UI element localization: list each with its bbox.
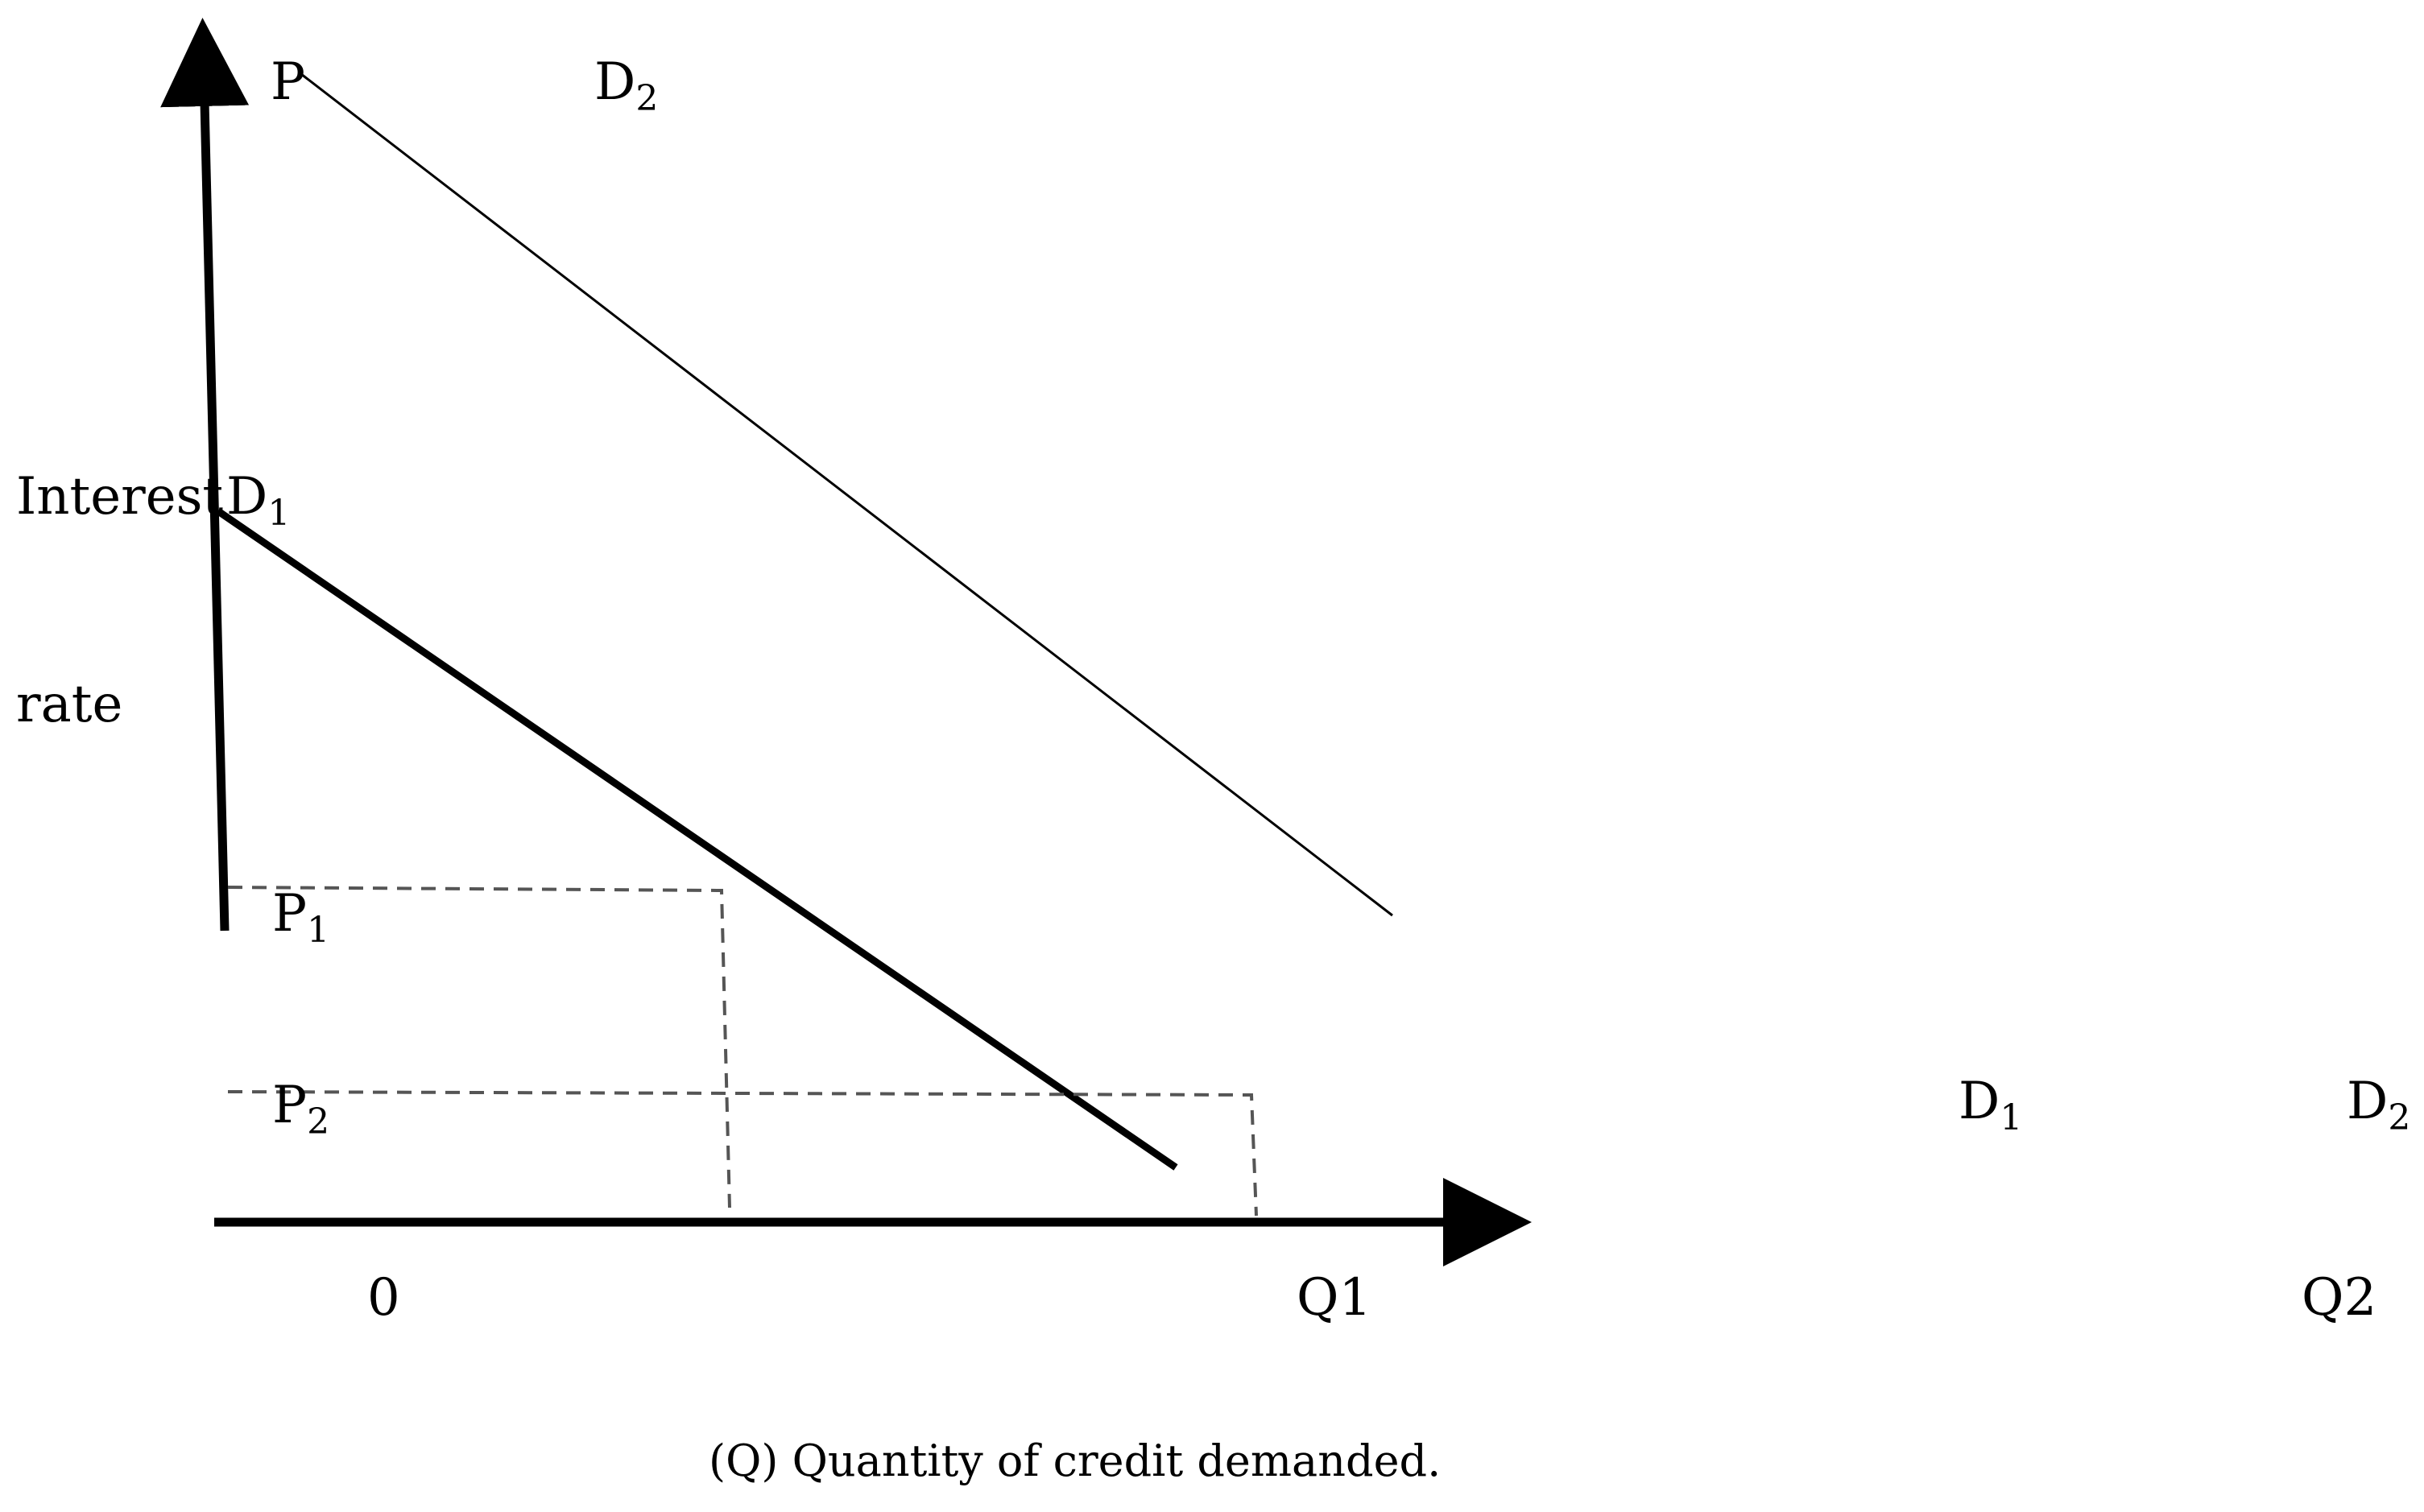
label-p1-sub: 1 bbox=[307, 910, 330, 951]
label-p2: P2 bbox=[272, 1080, 329, 1140]
label-d1-left: D1 bbox=[226, 471, 290, 531]
label-q1: Q1 bbox=[1297, 1268, 1372, 1328]
p2-dashed-guide bbox=[227, 1090, 1258, 1217]
x-axis-label: (Q) Quantity of credit demanded. bbox=[709, 1436, 1442, 1486]
label-d1-right: D1 bbox=[1959, 1076, 2022, 1136]
label-d2-right-main: D bbox=[2347, 1072, 2389, 1131]
label-d2-right: D2 bbox=[2347, 1076, 2410, 1136]
label-d2-right-sub: 2 bbox=[2388, 1097, 2411, 1138]
y-axis-label-line1: Interest bbox=[16, 467, 224, 527]
label-p2-sub: 2 bbox=[307, 1101, 330, 1142]
demand-curve-d1 bbox=[216, 508, 1178, 1171]
label-d2-top: D2 bbox=[594, 56, 658, 117]
label-p2-main: P bbox=[272, 1076, 308, 1135]
label-d1-right-main: D bbox=[1959, 1072, 2000, 1131]
label-p1-main: P bbox=[272, 884, 308, 944]
label-d2-top-sub: 2 bbox=[635, 78, 659, 119]
label-d1-left-main: D bbox=[226, 467, 268, 527]
label-p1: P1 bbox=[272, 888, 329, 948]
p1-dashed-guide bbox=[227, 886, 731, 1208]
label-q2: Q2 bbox=[2302, 1268, 2377, 1328]
label-d1-left-sub: 1 bbox=[267, 493, 291, 534]
demand-curve-d2 bbox=[300, 72, 1393, 917]
label-d2-top-main: D bbox=[594, 52, 636, 112]
label-origin: 0 bbox=[367, 1268, 400, 1328]
label-p: P bbox=[271, 52, 306, 112]
y-axis bbox=[160, 18, 250, 932]
y-axis-label-line2: rate bbox=[16, 675, 123, 734]
label-d1-right-sub: 1 bbox=[2000, 1097, 2023, 1138]
